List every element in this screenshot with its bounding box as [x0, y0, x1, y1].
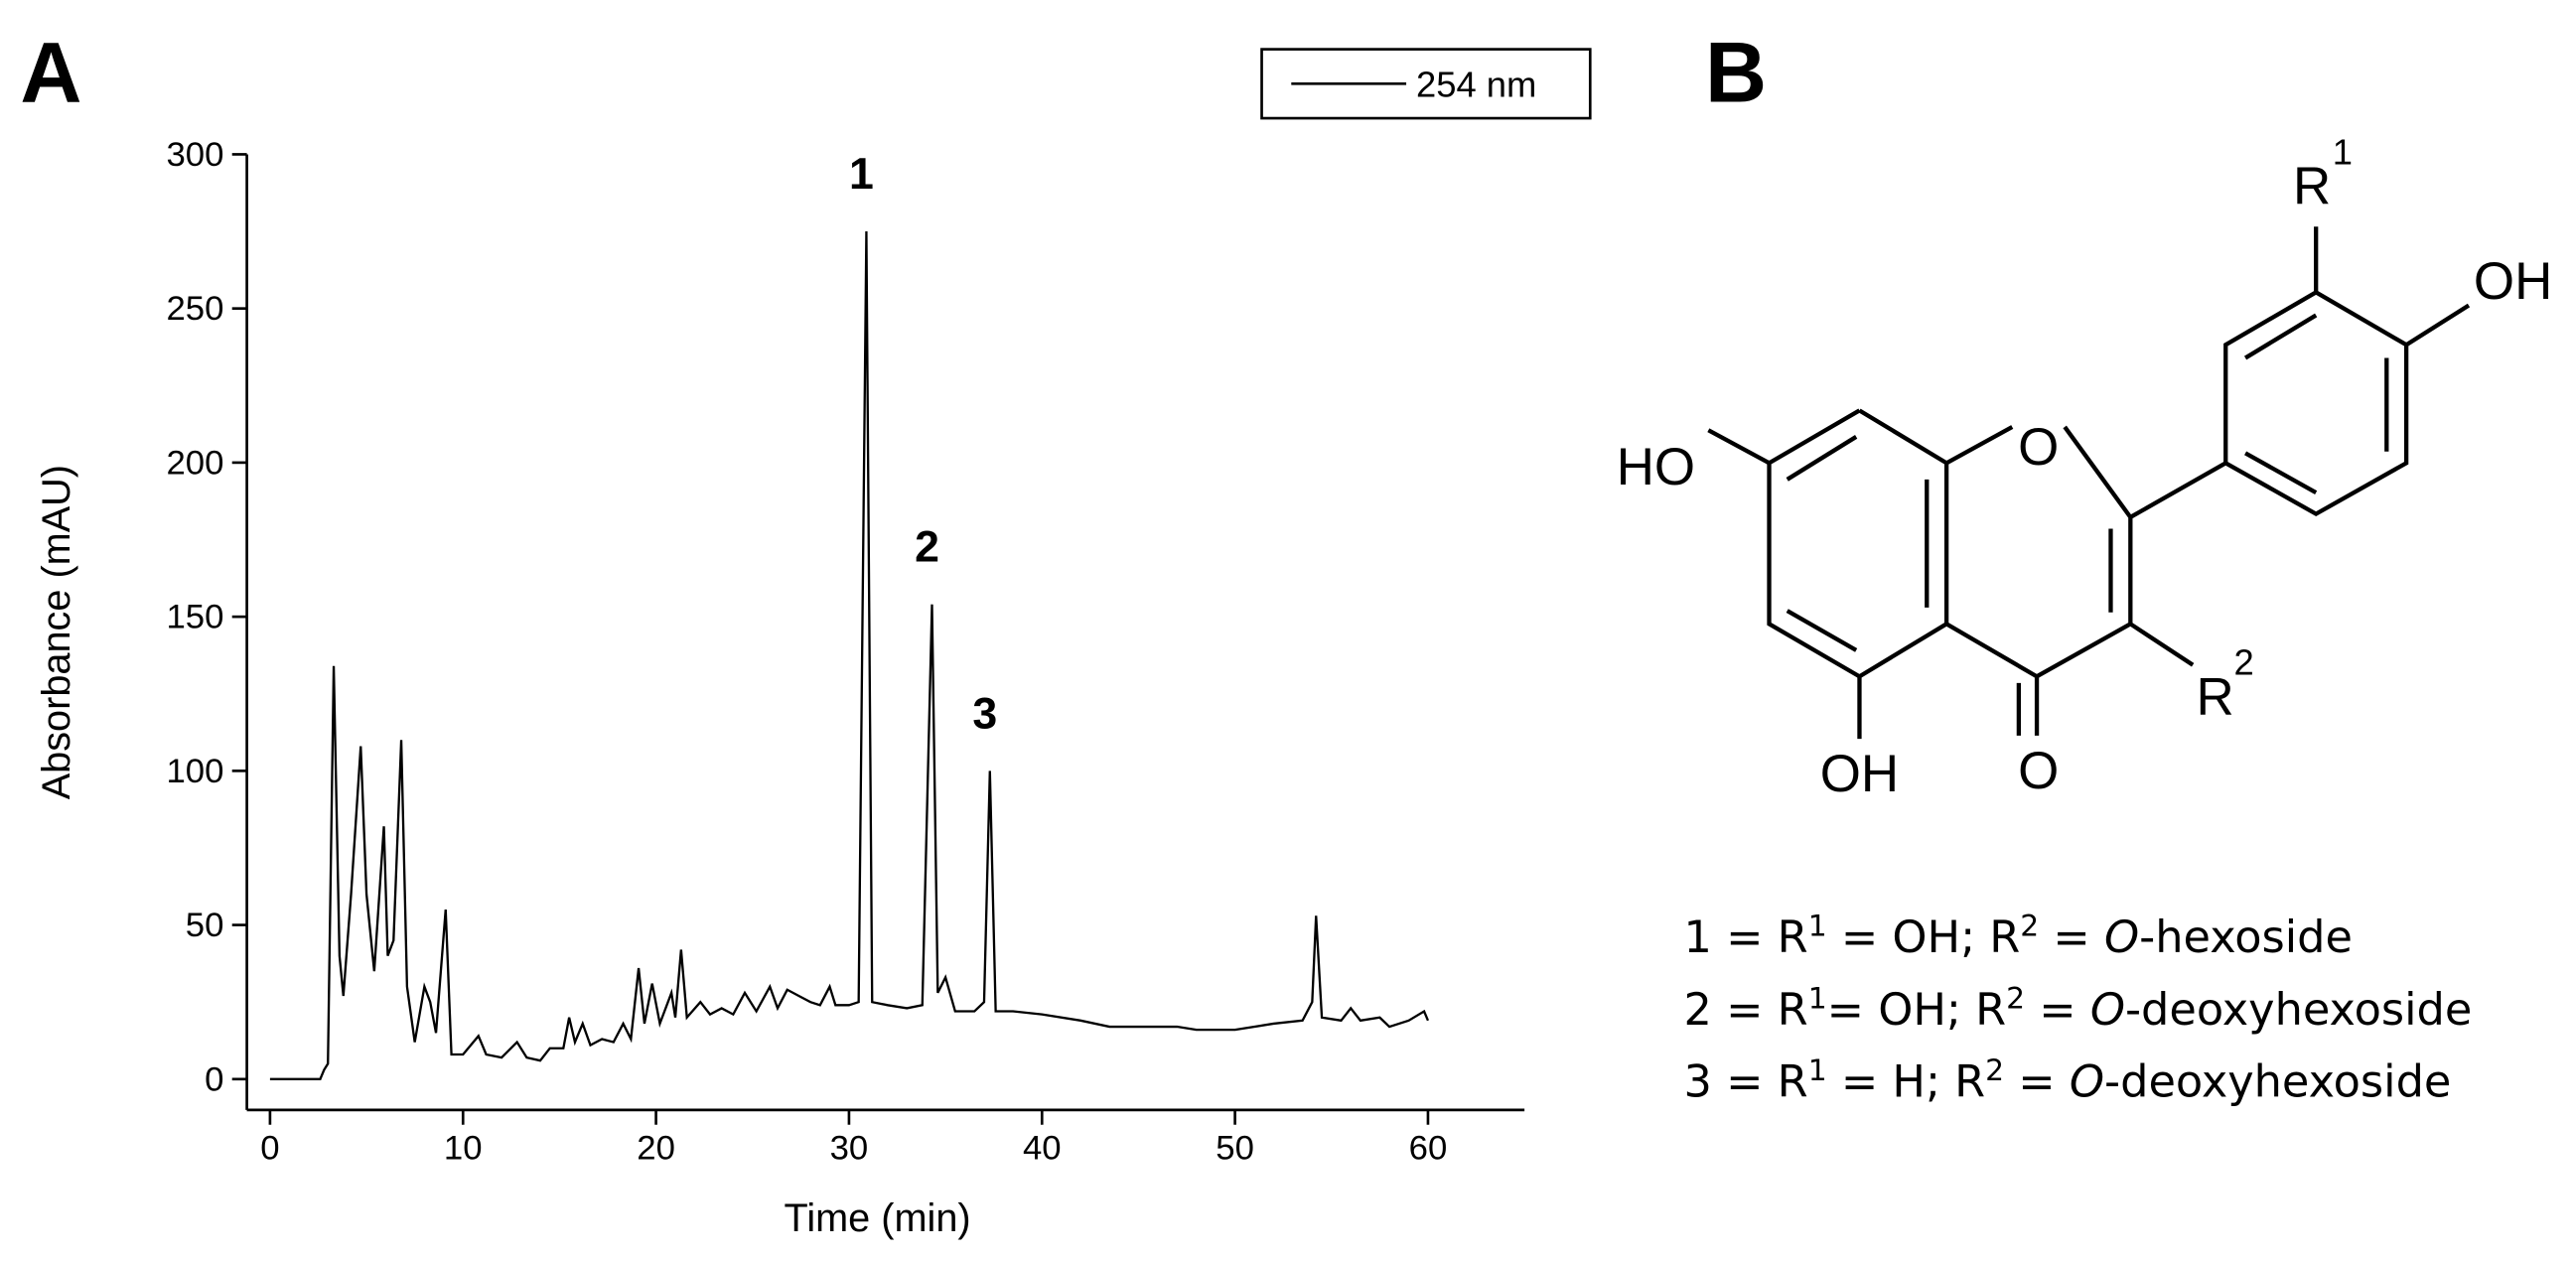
substituent-text: =: [2004, 1056, 2070, 1108]
substituent-text: 3 = R: [1684, 1056, 1808, 1108]
y-axis-title: Absorbance (mAU): [35, 465, 78, 799]
peak-label: 1: [849, 150, 874, 199]
x-tick-label: 0: [260, 1129, 279, 1167]
bond: [2404, 303, 2471, 348]
substituent-text: =: [2025, 984, 2090, 1036]
panel-label: A: [20, 26, 81, 121]
bond: [1707, 428, 1771, 466]
substituent-text: = OH; R: [1827, 984, 2006, 1036]
substituent-text: O: [2090, 984, 2125, 1036]
bond: [2243, 313, 2318, 360]
bond: [2129, 289, 2409, 519]
bond: [2129, 622, 2195, 667]
substituent-text: 1 = R: [1684, 911, 1808, 963]
y-tick-label: 250: [167, 290, 224, 328]
substituent-text: 1: [1808, 910, 1827, 944]
y-tick-label: 150: [167, 599, 224, 636]
substituent-text: =: [2039, 911, 2104, 963]
atom-superscript: 2: [2234, 642, 2254, 683]
substituent-text: = H; R: [1827, 1056, 1986, 1108]
atom-label: R: [2293, 157, 2331, 215]
substituent-text: 1: [1808, 1053, 1827, 1088]
substituent-text: -hexoside: [2139, 911, 2353, 963]
substituent-text: 1: [1808, 981, 1827, 1016]
y-tick-label: 50: [186, 907, 224, 944]
panel-label: B: [1705, 26, 1767, 121]
atom-label: O: [2018, 742, 2059, 800]
substituent-text: O: [2070, 1056, 2104, 1108]
legend-label: 254 nm: [1416, 65, 1536, 105]
bond: [1786, 609, 1858, 652]
atom-label: OH: [1820, 745, 1899, 803]
substituent-text: 2: [1985, 1053, 2004, 1088]
chromatogram-line: [269, 231, 1430, 1080]
y-tick-label: 100: [167, 753, 224, 790]
structure-bonds: [1707, 226, 2471, 740]
atom-superscript: 1: [2333, 131, 2353, 172]
substituent-text: = OH; R: [1827, 911, 2021, 963]
substituent-text: O: [2104, 911, 2139, 963]
bond: [1786, 435, 1858, 482]
bond: [2244, 451, 2318, 494]
substituent-text: -deoxyhexoside: [2104, 1056, 2451, 1108]
x-tick-label: 40: [1023, 1129, 1062, 1167]
x-tick-label: 10: [444, 1129, 483, 1167]
x-tick-label: 30: [830, 1129, 869, 1167]
bond: [1945, 425, 2014, 466]
atom-label: OH: [2474, 252, 2552, 311]
substituent-line: 2 = R1= OH; R2 = O-deoxyhexoside: [1684, 981, 2473, 1036]
atom-label: O: [2018, 418, 2059, 477]
peak-label: 3: [972, 689, 997, 738]
substituent-line: 3 = R1 = H; R2 = O-deoxyhexoside: [1684, 1053, 2452, 1108]
atom-label: R: [2196, 667, 2233, 726]
substituent-line: 1 = R1 = OH; R2 = O-hexoside: [1684, 910, 2353, 964]
x-axis-title: Time (min): [785, 1196, 971, 1240]
peak-label: 2: [915, 523, 939, 572]
substituent-text: 2: [2020, 910, 2039, 944]
y-tick-label: 200: [167, 444, 224, 482]
substituent-text: 2: [2006, 981, 2025, 1016]
substituent-text: 2 = R: [1684, 984, 1808, 1036]
x-tick-label: 50: [1216, 1129, 1254, 1167]
y-tick-label: 0: [205, 1060, 223, 1098]
atom-label: HO: [1617, 438, 1695, 496]
x-tick-label: 60: [1409, 1129, 1448, 1167]
x-tick-label: 20: [637, 1129, 675, 1167]
substituent-text: -deoxyhexoside: [2125, 984, 2472, 1036]
y-tick-label: 300: [167, 136, 224, 174]
bond: [1767, 408, 1949, 679]
